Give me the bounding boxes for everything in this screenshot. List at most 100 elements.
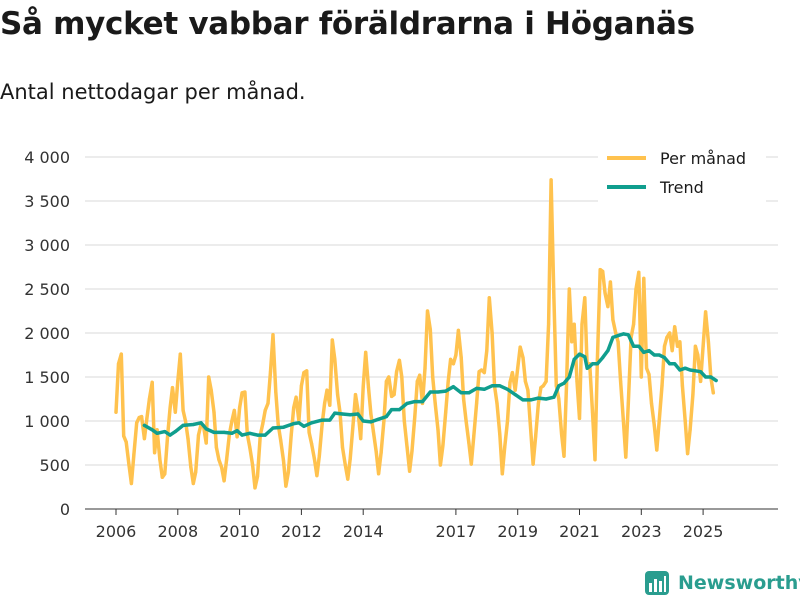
data-point-trend-43 (459, 391, 463, 395)
data-point-trend-48 (498, 384, 502, 388)
data-point-per-manad-103 (379, 451, 383, 455)
data-point-per-manad-220 (680, 384, 685, 388)
data-point-per-manad-55 (255, 474, 260, 478)
data-point-per-manad-223 (688, 428, 692, 432)
data-point-per-manad-145 (487, 296, 491, 300)
data-point-per-manad-23 (173, 410, 177, 414)
data-point-per-manad-57 (261, 422, 265, 426)
data-point-trend-29 (356, 412, 360, 416)
data-point-trend-40 (436, 390, 440, 394)
data-point-per-manad-24 (176, 379, 180, 383)
data-point-per-manad-168 (547, 322, 551, 326)
data-point-trend-82 (683, 366, 687, 370)
data-point-per-manad-153 (508, 380, 512, 384)
data-point-trend-88 (714, 378, 718, 383)
data-point-per-manad-137 (467, 441, 471, 445)
data-point-per-manad-19 (163, 472, 167, 476)
data-point-trend-65 (595, 362, 600, 366)
x-tick-label-2017: 2017 (436, 522, 477, 541)
data-point-per-manad-107 (390, 394, 394, 398)
data-point-per-manad-93 (353, 393, 358, 397)
data-point-per-manad-186 (593, 458, 597, 462)
data-point-per-manad-62 (274, 390, 278, 394)
data-point-trend-20 (292, 422, 296, 426)
data-point-per-manad-102 (377, 472, 381, 476)
y-tick-label-500: 500 (39, 456, 70, 475)
data-point-per-manad-123 (431, 375, 435, 379)
data-point-trend-33 (384, 415, 388, 419)
data-point-per-manad-142 (479, 368, 484, 372)
x-tick-label-2021: 2021 (559, 522, 600, 541)
brand-name: Newsworthy (678, 572, 800, 594)
data-point-per-manad-210 (655, 448, 659, 452)
data-point-trend-81 (678, 368, 682, 372)
data-point-per-manad-194 (614, 331, 618, 335)
data-point-per-manad-37 (209, 388, 213, 392)
data-point-per-manad-77 (312, 457, 316, 461)
data-point-per-manad-128 (444, 410, 448, 414)
data-point-per-manad-58 (263, 408, 267, 412)
data-point-per-manad-29 (189, 465, 193, 469)
data-point-per-manad-222 (686, 452, 690, 456)
data-point-per-manad-5 (127, 463, 131, 467)
data-point-per-manad-52 (248, 445, 252, 449)
data-point-per-manad-50 (243, 390, 247, 394)
data-point-per-manad-185 (590, 410, 595, 414)
data-point-per-manad-109 (395, 370, 399, 374)
data-point-per-manad-83 (328, 403, 332, 407)
data-point-trend-77 (657, 353, 661, 357)
data-point-per-manad-99 (369, 412, 373, 416)
data-point-per-manad-162 (531, 462, 535, 466)
legend-label-trend: Trend (659, 178, 704, 197)
y-tick-label-1000: 1 000 (24, 412, 70, 431)
newsworthy-logo-icon (645, 571, 669, 595)
data-point-per-manad-15 (153, 451, 157, 455)
data-point-per-manad-198 (624, 455, 628, 459)
data-point-per-manad-74 (305, 369, 309, 373)
data-point-per-manad-127 (441, 444, 445, 448)
data-point-per-manad-2 (119, 352, 123, 356)
data-point-per-manad-94 (356, 408, 360, 412)
data-point-per-manad-66 (284, 484, 288, 488)
data-point-per-manad-0 (114, 410, 118, 414)
data-point-trend-45 (475, 386, 479, 390)
data-point-per-manad-21 (168, 406, 172, 410)
data-point-per-manad-35 (204, 441, 208, 445)
data-point-per-manad-63 (276, 422, 280, 427)
data-point-per-manad-176 (567, 287, 571, 291)
data-point-per-manad-159 (523, 379, 528, 383)
data-point-trend-5 (173, 430, 177, 434)
data-point-trend-15 (248, 431, 252, 435)
data-point-per-manad-68 (289, 433, 293, 437)
data-point-per-manad-117 (415, 379, 419, 383)
data-point-trend-26 (333, 411, 337, 415)
data-point-trend-3 (163, 430, 167, 434)
y-tick-label-3000: 3 000 (24, 236, 70, 255)
data-point-trend-57 (562, 381, 566, 385)
data-point-per-manad-125 (436, 428, 440, 432)
data-point-per-manad-170 (552, 296, 556, 300)
data-point-per-manad-14 (150, 380, 154, 384)
brand-logo[interactable]: Newsworthy (644, 568, 800, 598)
data-point-per-manad-180 (577, 416, 582, 420)
data-point-per-manad-206 (645, 366, 649, 370)
data-point-per-manad-28 (186, 437, 190, 441)
data-point-per-manad-156 (516, 366, 520, 370)
x-tick-label-2014: 2014 (343, 522, 384, 541)
data-point-per-manad-9 (137, 415, 141, 420)
grid-lines (85, 156, 778, 466)
data-point-trend-41 (444, 389, 448, 393)
data-point-per-manad-45 (230, 419, 234, 423)
data-point-per-manad-115 (410, 449, 414, 453)
data-point-per-manad-173 (560, 432, 564, 436)
data-point-per-manad-132 (454, 353, 458, 357)
data-point-trend-76 (652, 353, 656, 357)
data-point-per-manad-17 (158, 458, 162, 462)
data-point-trend-42 (451, 385, 455, 389)
data-point-per-manad-67 (286, 470, 290, 474)
data-point-trend-73 (637, 344, 641, 348)
page-title: Så mycket vabbar föräldrarna i Höganäs (0, 6, 695, 42)
data-point-per-manad-110 (397, 358, 401, 362)
data-point-per-manad-225 (693, 344, 698, 348)
data-point-per-manad-150 (500, 472, 504, 476)
